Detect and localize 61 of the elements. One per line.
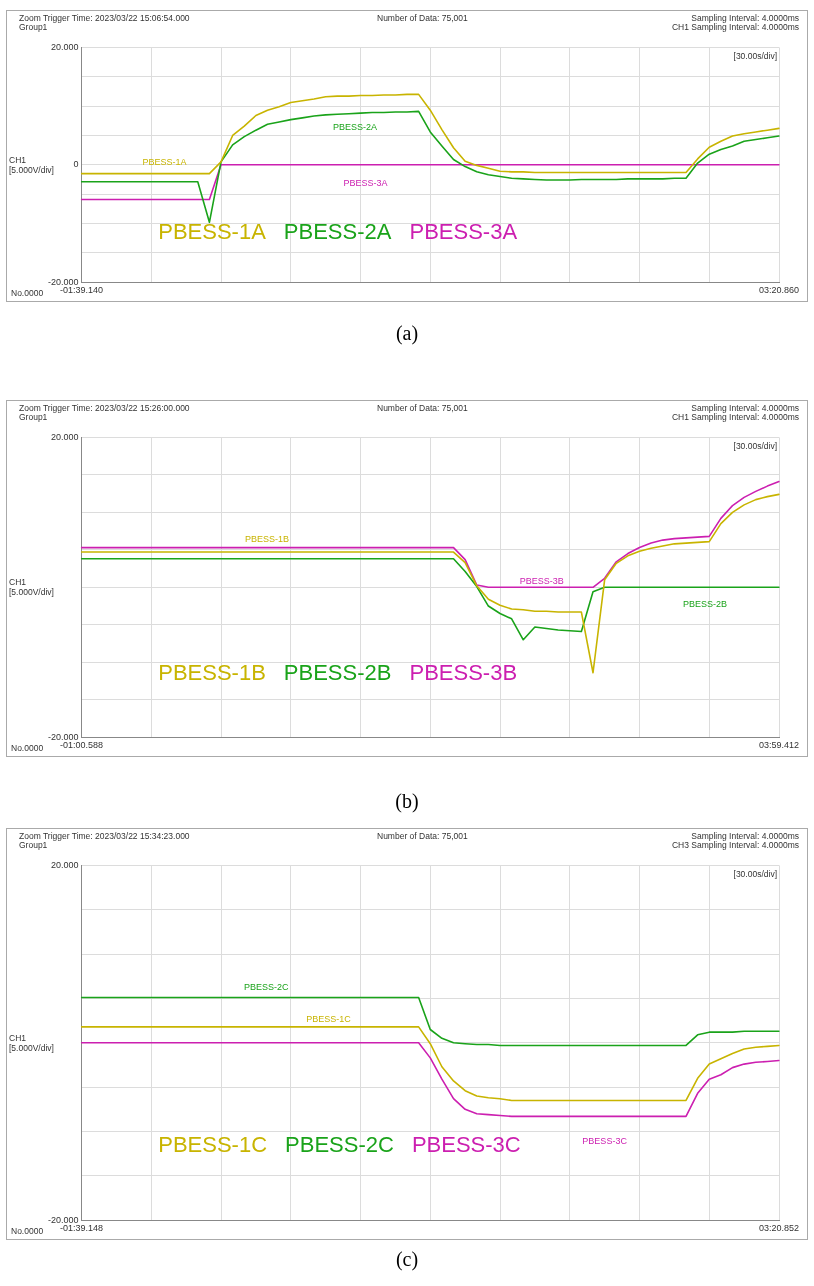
text: Group1 (19, 840, 48, 850)
text: PBESS-2C (285, 1131, 394, 1157)
annotation: [30.00s/div] (733, 441, 777, 452)
series-label: PBESS-3C (411, 1131, 521, 1157)
text: Sampling Interval: 4.0000ms (691, 831, 799, 841)
text: Zoom Trigger Time: 2023/03/22 15:06:54.000 (19, 13, 190, 23)
text: [5.000V/div] (9, 164, 54, 175)
x-tick-label: 03:59.412 (758, 740, 800, 751)
text: CH1 (9, 154, 27, 165)
annotation: PBESS-3B (519, 575, 564, 586)
text: No.0000 (11, 743, 44, 754)
annotation: PBESS-2B (683, 598, 728, 609)
y-tick-label: 20.000 (50, 431, 79, 442)
text: Number of Data: 75,001 (377, 13, 468, 23)
text: No.0000 (11, 288, 44, 299)
text: PBESS-2B (283, 660, 392, 686)
annotation: PBESS-1C (306, 1014, 352, 1025)
x-tick-label: -01:39.148 (60, 1223, 104, 1234)
annotation: PBESS-1A (142, 156, 187, 167)
annotation: [30.00s/div] (733, 51, 777, 62)
text: No.0000 (11, 1226, 44, 1237)
text: CH1 (9, 577, 27, 588)
text: Zoom Trigger Time: 2023/03/22 15:34:23.000 (19, 831, 190, 841)
text: Group1 (19, 22, 48, 32)
y-tick-label: 0 (73, 159, 79, 170)
x-tick-label: 03:20.852 (758, 1223, 800, 1234)
text: PBESS-1A (158, 218, 267, 244)
x-tick-label: -01:39.140 (60, 285, 104, 296)
annotation: PBESS-2C (244, 981, 290, 992)
text: CH1 (9, 1032, 27, 1043)
text: Number of Data: 75,001 (377, 831, 468, 841)
y-tick-label: 20.000 (50, 41, 79, 52)
text: [5.000V/div] (9, 587, 54, 598)
text: PBESS-3B (409, 660, 518, 686)
y-tick-label: 20.000 (50, 859, 79, 870)
text: Zoom Trigger Time: 2023/03/22 15:26:00.000 (19, 403, 190, 413)
text: CH1 Sampling Interval: 4.0000ms (671, 22, 799, 32)
annotation: PBESS-1B (245, 533, 290, 544)
annotation: [30.00s/div] (733, 869, 777, 880)
y-tick-label: -20.000 (47, 731, 79, 742)
annotation: PBESS-3C (582, 1135, 628, 1146)
text: Group1 (19, 412, 48, 422)
text: PBESS-2A (283, 218, 392, 244)
text: CH1 Sampling Interval: 4.0000ms (671, 412, 799, 422)
x-tick-label: 03:20.860 (758, 285, 800, 296)
text: CH3 Sampling Interval: 4.0000ms (671, 840, 799, 850)
text: Sampling Interval: 4.0000ms (691, 403, 799, 413)
annotation: PBESS-3A (343, 178, 388, 189)
text: (a) (394, 322, 420, 345)
text: (b) (394, 790, 420, 813)
y-tick-label: -20.000 (47, 276, 79, 287)
x-tick-label: -01:00.588 (60, 740, 104, 751)
annotation: PBESS-2A (332, 121, 377, 132)
text: PBESS-3A (409, 218, 518, 244)
text: [5.000V/div] (9, 1042, 54, 1053)
text: (c) (394, 1248, 420, 1271)
text: Number of Data: 75,001 (377, 403, 468, 413)
text: PBESS-1B (158, 660, 266, 686)
text: PBESS-1C (158, 1131, 268, 1157)
y-tick-label: -20.000 (47, 1214, 79, 1225)
text: Sampling Interval: 4.0000ms (691, 13, 799, 23)
